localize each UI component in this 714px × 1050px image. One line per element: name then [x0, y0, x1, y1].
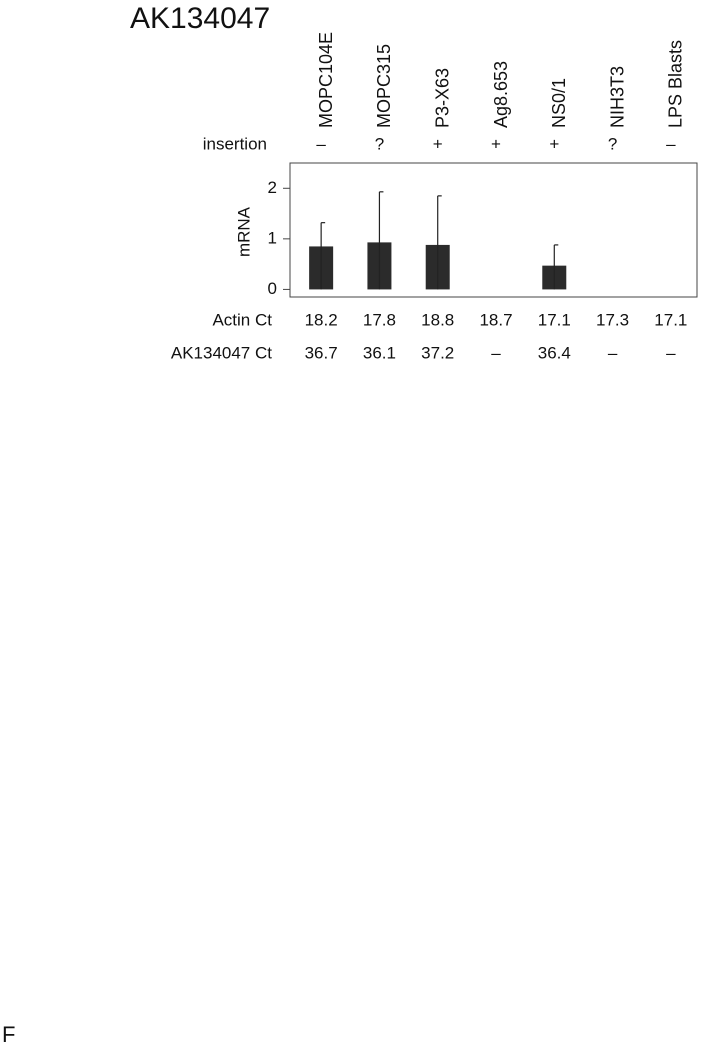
- category-label: NS0/1: [549, 78, 569, 128]
- category-label: NIH3T3: [607, 66, 627, 128]
- category-label: Ag8.653: [491, 61, 511, 128]
- y-tick-label: 2: [268, 178, 277, 197]
- category-label: P3-X63: [432, 68, 452, 128]
- category-label: MOPC104E: [316, 32, 336, 128]
- row-label: Actin Ct: [212, 310, 272, 329]
- row-cell: 17.1: [654, 310, 687, 329]
- row-cell: +: [549, 134, 559, 153]
- row-cell: 17.1: [538, 310, 571, 329]
- row-cell: 18.2: [305, 310, 338, 329]
- category-label: MOPC315: [374, 44, 394, 128]
- chart-title: AK134047: [130, 2, 270, 35]
- row-cell: –: [666, 134, 676, 153]
- row-cell: 36.1: [363, 343, 396, 362]
- row-cell: 17.8: [363, 310, 396, 329]
- y-axis-label: mRNA: [234, 206, 253, 257]
- row-cell: 17.3: [596, 310, 629, 329]
- row-cell: 37.2: [421, 343, 454, 362]
- y-tick-label: 0: [268, 279, 277, 298]
- row-cell: –: [491, 343, 501, 362]
- category-label: LPS Blasts: [666, 40, 686, 128]
- row-cell: 18.7: [479, 310, 512, 329]
- row-cell: ?: [375, 134, 384, 153]
- row-label: insertion: [203, 134, 267, 153]
- row-cell: –: [666, 343, 676, 362]
- row-cell: +: [491, 134, 501, 153]
- y-tick-label: 1: [268, 228, 277, 247]
- row-cell: –: [608, 343, 618, 362]
- row-cell: 36.7: [305, 343, 338, 362]
- row-cell: ?: [608, 134, 617, 153]
- row-cell: +: [433, 134, 443, 153]
- row-cell: –: [316, 134, 326, 153]
- row-label: AK134047 Ct: [171, 343, 272, 362]
- row-cell: 36.4: [538, 343, 571, 362]
- panel-label: F: [2, 1022, 15, 1047]
- plot-frame: [289, 162, 698, 298]
- row-cell: 18.8: [421, 310, 454, 329]
